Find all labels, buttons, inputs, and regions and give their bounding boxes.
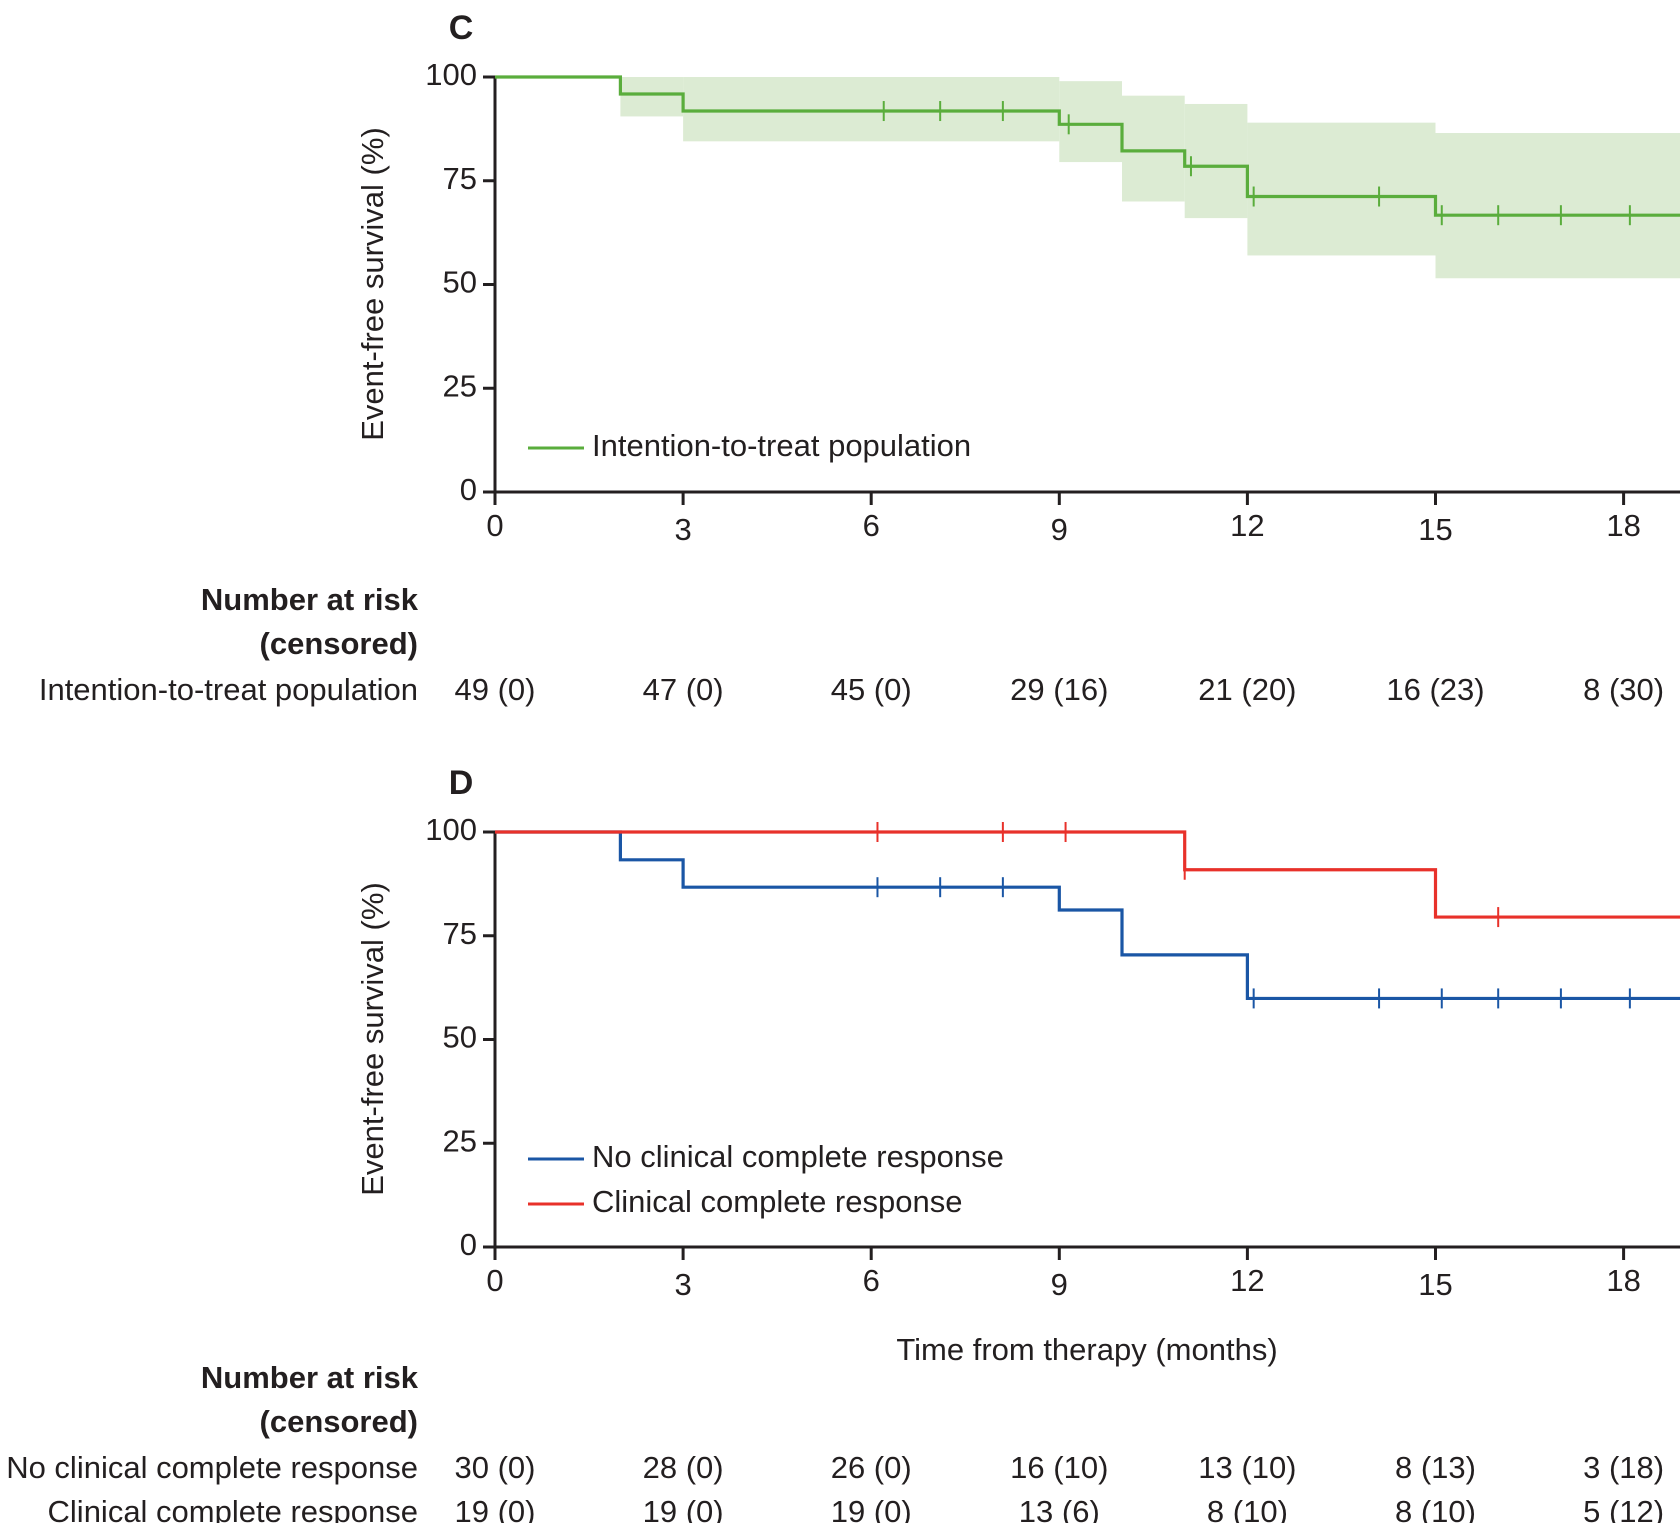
risk-value: 13 (10) (1198, 1450, 1296, 1485)
risk-value: 30 (0) (455, 1450, 536, 1485)
risk-row-label: Clinical complete response (48, 1494, 418, 1523)
panel-label: C (449, 9, 474, 47)
risk-value: 8 (10) (1395, 1494, 1476, 1523)
risk-row-label: No clinical complete response (6, 1450, 418, 1485)
risk-row-label: Intention-to-treat population (39, 672, 418, 707)
risk-value: 29 (16) (1010, 672, 1108, 707)
x-tick-label: 6 (863, 1263, 880, 1298)
survival-curve-0 (495, 75, 1680, 217)
confidence-band (1247, 122, 1436, 256)
risk-value: 49 (0) (455, 672, 536, 707)
confidence-band (1435, 133, 1680, 279)
y-tick-label: 75 (443, 916, 477, 951)
y-tick-label: 50 (443, 1020, 477, 1055)
risk-value: 13 (6) (1019, 1494, 1100, 1523)
risk-value: 19 (0) (643, 1494, 724, 1523)
y-tick-label: 25 (443, 1123, 477, 1158)
y-axis-label: Event-free survival (%) (355, 127, 390, 441)
risk-table-subtitle: (censored) (260, 1404, 418, 1439)
y-tick-label: 25 (443, 368, 477, 403)
confidence-band (1184, 103, 1248, 219)
confidence-band (1122, 95, 1185, 202)
y-tick-label: 75 (443, 161, 477, 196)
x-tick-label: 12 (1230, 1263, 1264, 1298)
chart-panel-d: D 0 25 50 75 100 0 3 6 9 12 15 18 Event-free survival… (6, 764, 1680, 1523)
risk-value: 5 (12) (1583, 1494, 1664, 1523)
confidence-band (683, 77, 1060, 142)
x-tick-label: 9 (1051, 1267, 1068, 1302)
survival-curve-0 (495, 830, 1680, 1001)
risk-value: 8 (30) (1583, 672, 1664, 707)
confidence-band (1059, 81, 1122, 163)
risk-value: 8 (13) (1395, 1450, 1476, 1485)
y-axis-label: Event-free survival (%) (355, 882, 390, 1196)
x-tick-label: 3 (674, 512, 691, 547)
survival-curve-1 (495, 830, 1680, 919)
risk-value: 21 (20) (1198, 672, 1296, 707)
chart-panel-c: C 0 25 50 75 100 0 3 6 9 12 15 18 Event-free survival… (39, 9, 1680, 707)
risk-value: 47 (0) (643, 672, 724, 707)
y-tick-label: 50 (443, 265, 477, 300)
x-tick-label: 18 (1606, 1263, 1640, 1298)
y-tick-label: 0 (460, 472, 477, 507)
legend-label: No clinical complete response (592, 1139, 1004, 1174)
confidence-band (620, 77, 684, 117)
y-tick-label: 100 (425, 812, 477, 847)
risk-table-title: Number at risk (201, 582, 419, 617)
x-tick-label: 0 (486, 508, 503, 543)
y-tick-label: 100 (425, 57, 477, 92)
x-tick-label: 15 (1418, 512, 1452, 547)
legend-label: Intention-to-treat population (592, 428, 971, 463)
x-tick-label: 9 (1051, 512, 1068, 547)
legend-label: Clinical complete response (592, 1184, 962, 1219)
risk-value: 8 (10) (1207, 1494, 1288, 1523)
x-tick-label: 18 (1606, 508, 1640, 543)
risk-table-subtitle: (censored) (260, 626, 418, 661)
risk-value: 26 (0) (831, 1450, 912, 1485)
risk-value: 16 (10) (1010, 1450, 1108, 1485)
risk-value: 19 (0) (455, 1494, 536, 1523)
y-tick-label: 0 (460, 1227, 477, 1262)
x-tick-label: 6 (863, 508, 880, 543)
x-tick-label: 15 (1418, 1267, 1452, 1302)
x-tick-label: 3 (674, 1267, 691, 1302)
x-tick-label: 0 (486, 1263, 503, 1298)
risk-value: 19 (0) (831, 1494, 912, 1523)
risk-value: 16 (23) (1386, 672, 1484, 707)
risk-value: 3 (18) (1583, 1450, 1664, 1485)
risk-table-title: Number at risk (201, 1360, 419, 1395)
panel-label: D (449, 764, 474, 802)
risk-value: 45 (0) (831, 672, 912, 707)
x-tick-label: 12 (1230, 508, 1264, 543)
x-axis-label: Time from therapy (months) (896, 1332, 1277, 1367)
risk-value: 28 (0) (643, 1450, 724, 1485)
